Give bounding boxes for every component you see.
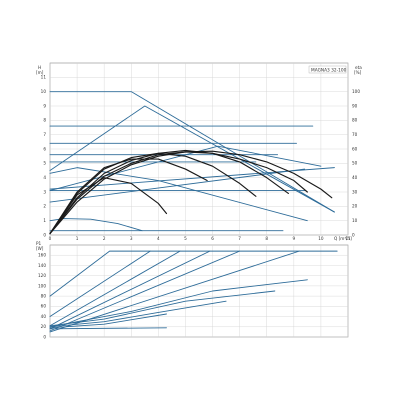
y-tick-label: 40 xyxy=(41,314,47,319)
flow-tick-label: 5 xyxy=(184,236,187,241)
efficiency-tick-label: 80 xyxy=(352,118,358,123)
pump-curve-14 xyxy=(49,149,289,235)
y-tick-label: 8 xyxy=(43,118,46,123)
flow-tick-label: 10 xyxy=(318,236,324,241)
y-tick-label: 0 xyxy=(43,334,46,339)
flow-axis-title: Q [m³/h] xyxy=(334,236,352,241)
y-tick-label: 2 xyxy=(43,204,46,209)
head-axis-unit: [m] xyxy=(36,70,44,75)
flow-tick-label: 6 xyxy=(211,236,214,241)
y-tick-label: 4 xyxy=(43,175,46,180)
power-chart: 0 20 40 60 80 100 120 140 160 P1 [W] xyxy=(36,241,349,340)
pump-curve-18 xyxy=(49,151,308,235)
y-tick-label: 1 xyxy=(43,218,46,223)
curve-3 xyxy=(49,250,211,330)
head-axis-title: H xyxy=(38,65,41,70)
efficiency-tick-label: 50 xyxy=(352,161,358,166)
curve-1 xyxy=(49,250,151,318)
y-tick-label: 3 xyxy=(43,189,46,194)
y-tick-label: 0 xyxy=(43,232,46,237)
flow-axis-ticks: 0 1 2 3 4 5 6 7 8 9 10 11 xyxy=(49,236,351,241)
power-axis-ticks: 0 20 40 60 80 100 120 140 160 xyxy=(38,253,46,340)
y-tick-label: 120 xyxy=(38,273,46,278)
flow-tick-label: 9 xyxy=(292,236,295,241)
efficiency-tick-label: 40 xyxy=(352,175,358,180)
power-axis-title: P1 xyxy=(36,241,42,246)
efficiency-tick-label: 100 xyxy=(352,89,360,94)
curve-6 xyxy=(49,279,308,328)
y-tick-label: 20 xyxy=(41,324,47,329)
curve-2 xyxy=(49,250,181,327)
y-tick-label: 7 xyxy=(43,132,46,137)
y-tick-label: 100 xyxy=(38,283,46,288)
y-tick-label: 160 xyxy=(38,253,46,258)
efficiency-tick-label: 10 xyxy=(352,218,358,223)
flow-tick-label: 2 xyxy=(103,236,106,241)
model-label-box xyxy=(308,65,347,74)
top-curves xyxy=(49,91,335,235)
model-label: MAGNA3 32-100 xyxy=(311,68,347,74)
flow-tick-label: 11 xyxy=(345,236,351,241)
flow-tick-label: 7 xyxy=(238,236,241,241)
efficiency-tick-label: 30 xyxy=(352,189,358,194)
efficiency-axis-unit: [%] xyxy=(354,70,362,75)
flow-tick-label: 1 xyxy=(76,236,79,241)
pump-curve-16 xyxy=(49,158,208,235)
flow-tick-label: 0 xyxy=(49,236,52,241)
y-tick-label: 5 xyxy=(43,161,46,166)
head-axis-ticks: 0 1 2 3 4 5 6 7 8 9 10 11 xyxy=(41,75,47,238)
curve-0 xyxy=(49,250,338,297)
y-tick-label: 6 xyxy=(43,146,46,151)
y-tick-label: 140 xyxy=(38,263,46,268)
efficiency-tick-label: 70 xyxy=(352,132,358,137)
y-tick-label: 80 xyxy=(41,294,47,299)
efficiency-tick-label: 0 xyxy=(352,232,355,237)
pump-curve-17 xyxy=(49,177,168,235)
curve-9 xyxy=(49,313,167,329)
curve-10 xyxy=(49,327,167,330)
efficiency-axis-ticks: 0 10 20 30 40 50 60 70 80 90 100 xyxy=(352,89,360,237)
pump-curve-15 xyxy=(49,152,257,235)
efficiency-tick-label: 90 xyxy=(352,103,358,108)
curve-7 xyxy=(49,290,276,327)
flow-tick-label: 3 xyxy=(130,236,133,241)
y-tick-label: 60 xyxy=(41,304,47,309)
curve-4 xyxy=(49,250,241,332)
y-tick-label: 10 xyxy=(41,89,47,94)
efficiency-tick-label: 20 xyxy=(352,204,358,209)
power-curves xyxy=(49,250,338,333)
y-tick-label: 9 xyxy=(43,103,46,108)
flow-tick-label: 8 xyxy=(265,236,268,241)
efficiency-tick-label: 60 xyxy=(352,146,358,151)
flow-tick-label: 4 xyxy=(157,236,160,241)
bottom-plot-area xyxy=(49,244,349,338)
bottom-gridlines xyxy=(49,245,349,338)
power-axis-unit: [W] xyxy=(36,246,44,251)
curve-5 xyxy=(49,105,335,213)
curve-0 xyxy=(49,91,335,213)
curve-8 xyxy=(49,300,227,328)
curve-10 xyxy=(49,167,308,222)
curve-5 xyxy=(49,250,300,333)
y-tick-label: 11 xyxy=(41,75,47,80)
efficiency-axis-title: eta xyxy=(355,65,362,70)
